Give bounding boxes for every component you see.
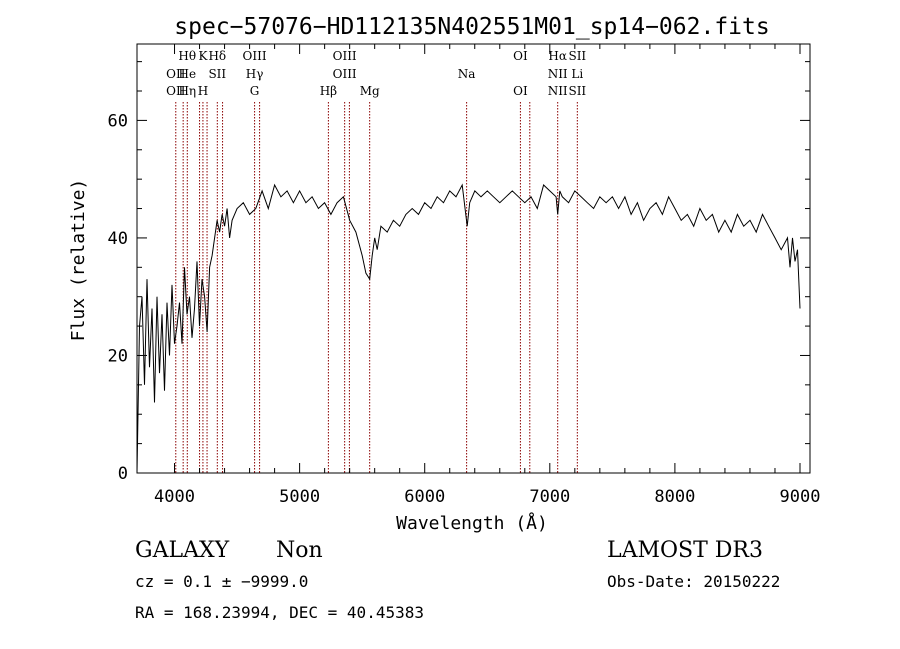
line-label-10-2: Hβ bbox=[320, 84, 337, 98]
y-tick-label: 20 bbox=[108, 346, 128, 366]
line-label-8-0: OIII bbox=[243, 49, 267, 63]
line-label-11-0: OIII bbox=[333, 49, 357, 63]
line-label-14-1: Na bbox=[458, 67, 476, 81]
line-label-11-1: OIII bbox=[333, 67, 357, 81]
y-tick-label: 0 bbox=[118, 464, 128, 484]
line-label-8-2: G bbox=[250, 84, 260, 98]
line-label-8-1: Hγ bbox=[246, 67, 264, 81]
y-axis-label: Flux (relative) bbox=[68, 179, 89, 342]
line-label-0-2: OII bbox=[166, 84, 186, 98]
line-label-15-0: OI bbox=[513, 49, 528, 63]
coordinates-readout: RA = 168.23994, DEC = 40.45383 bbox=[135, 603, 424, 622]
line-label-18-2: SII bbox=[568, 84, 586, 98]
line-label-18-1: Li bbox=[571, 67, 583, 81]
line-label-17-2: NII bbox=[548, 84, 568, 98]
line-label-2-1: He bbox=[178, 67, 196, 81]
observation-date: Obs-Date: 20150222 bbox=[607, 572, 781, 591]
y-tick-label: 60 bbox=[108, 111, 128, 131]
x-tick-label: 5000 bbox=[279, 487, 320, 507]
x-tick-label: 9000 bbox=[780, 487, 821, 507]
line-label-6-1: SII bbox=[208, 67, 226, 81]
plot-frame bbox=[136, 43, 811, 474]
spectrum-series-0 bbox=[136, 183, 801, 474]
survey-label: LAMOST DR3 bbox=[607, 538, 763, 563]
line-label-4-2: H bbox=[198, 84, 208, 98]
line-label-2-0: Hθ bbox=[178, 49, 196, 63]
line-label-17-1: NII bbox=[548, 67, 568, 81]
line-label-6-0: Hδ bbox=[208, 49, 226, 63]
x-axis-label: Wavelength (Å) bbox=[396, 512, 548, 534]
line-label-15-2: OI bbox=[513, 84, 528, 98]
x-tick-label: 8000 bbox=[654, 487, 695, 507]
line-label-17-0: Hα bbox=[548, 49, 567, 63]
x-tick-label: 6000 bbox=[404, 487, 445, 507]
y-tick-label: 40 bbox=[108, 229, 128, 249]
x-tick-label: 4000 bbox=[154, 487, 195, 507]
line-label-0-1: OII bbox=[166, 67, 186, 81]
redshift-readout: cz = 0.1 ± −9999.0 bbox=[135, 572, 309, 591]
chart-title: spec−57076−HD112135N402551M01_sp14−062.f… bbox=[174, 14, 769, 40]
line-label-2-2: Hη bbox=[178, 84, 196, 98]
x-tick-label: 7000 bbox=[529, 487, 570, 507]
line-label-13-2: Mg bbox=[360, 84, 380, 98]
line-label-18-0: SII bbox=[568, 49, 586, 63]
object-subclass: Non bbox=[276, 538, 323, 563]
line-label-4-0: K bbox=[198, 49, 208, 63]
object-class: GALAXY bbox=[135, 538, 230, 563]
